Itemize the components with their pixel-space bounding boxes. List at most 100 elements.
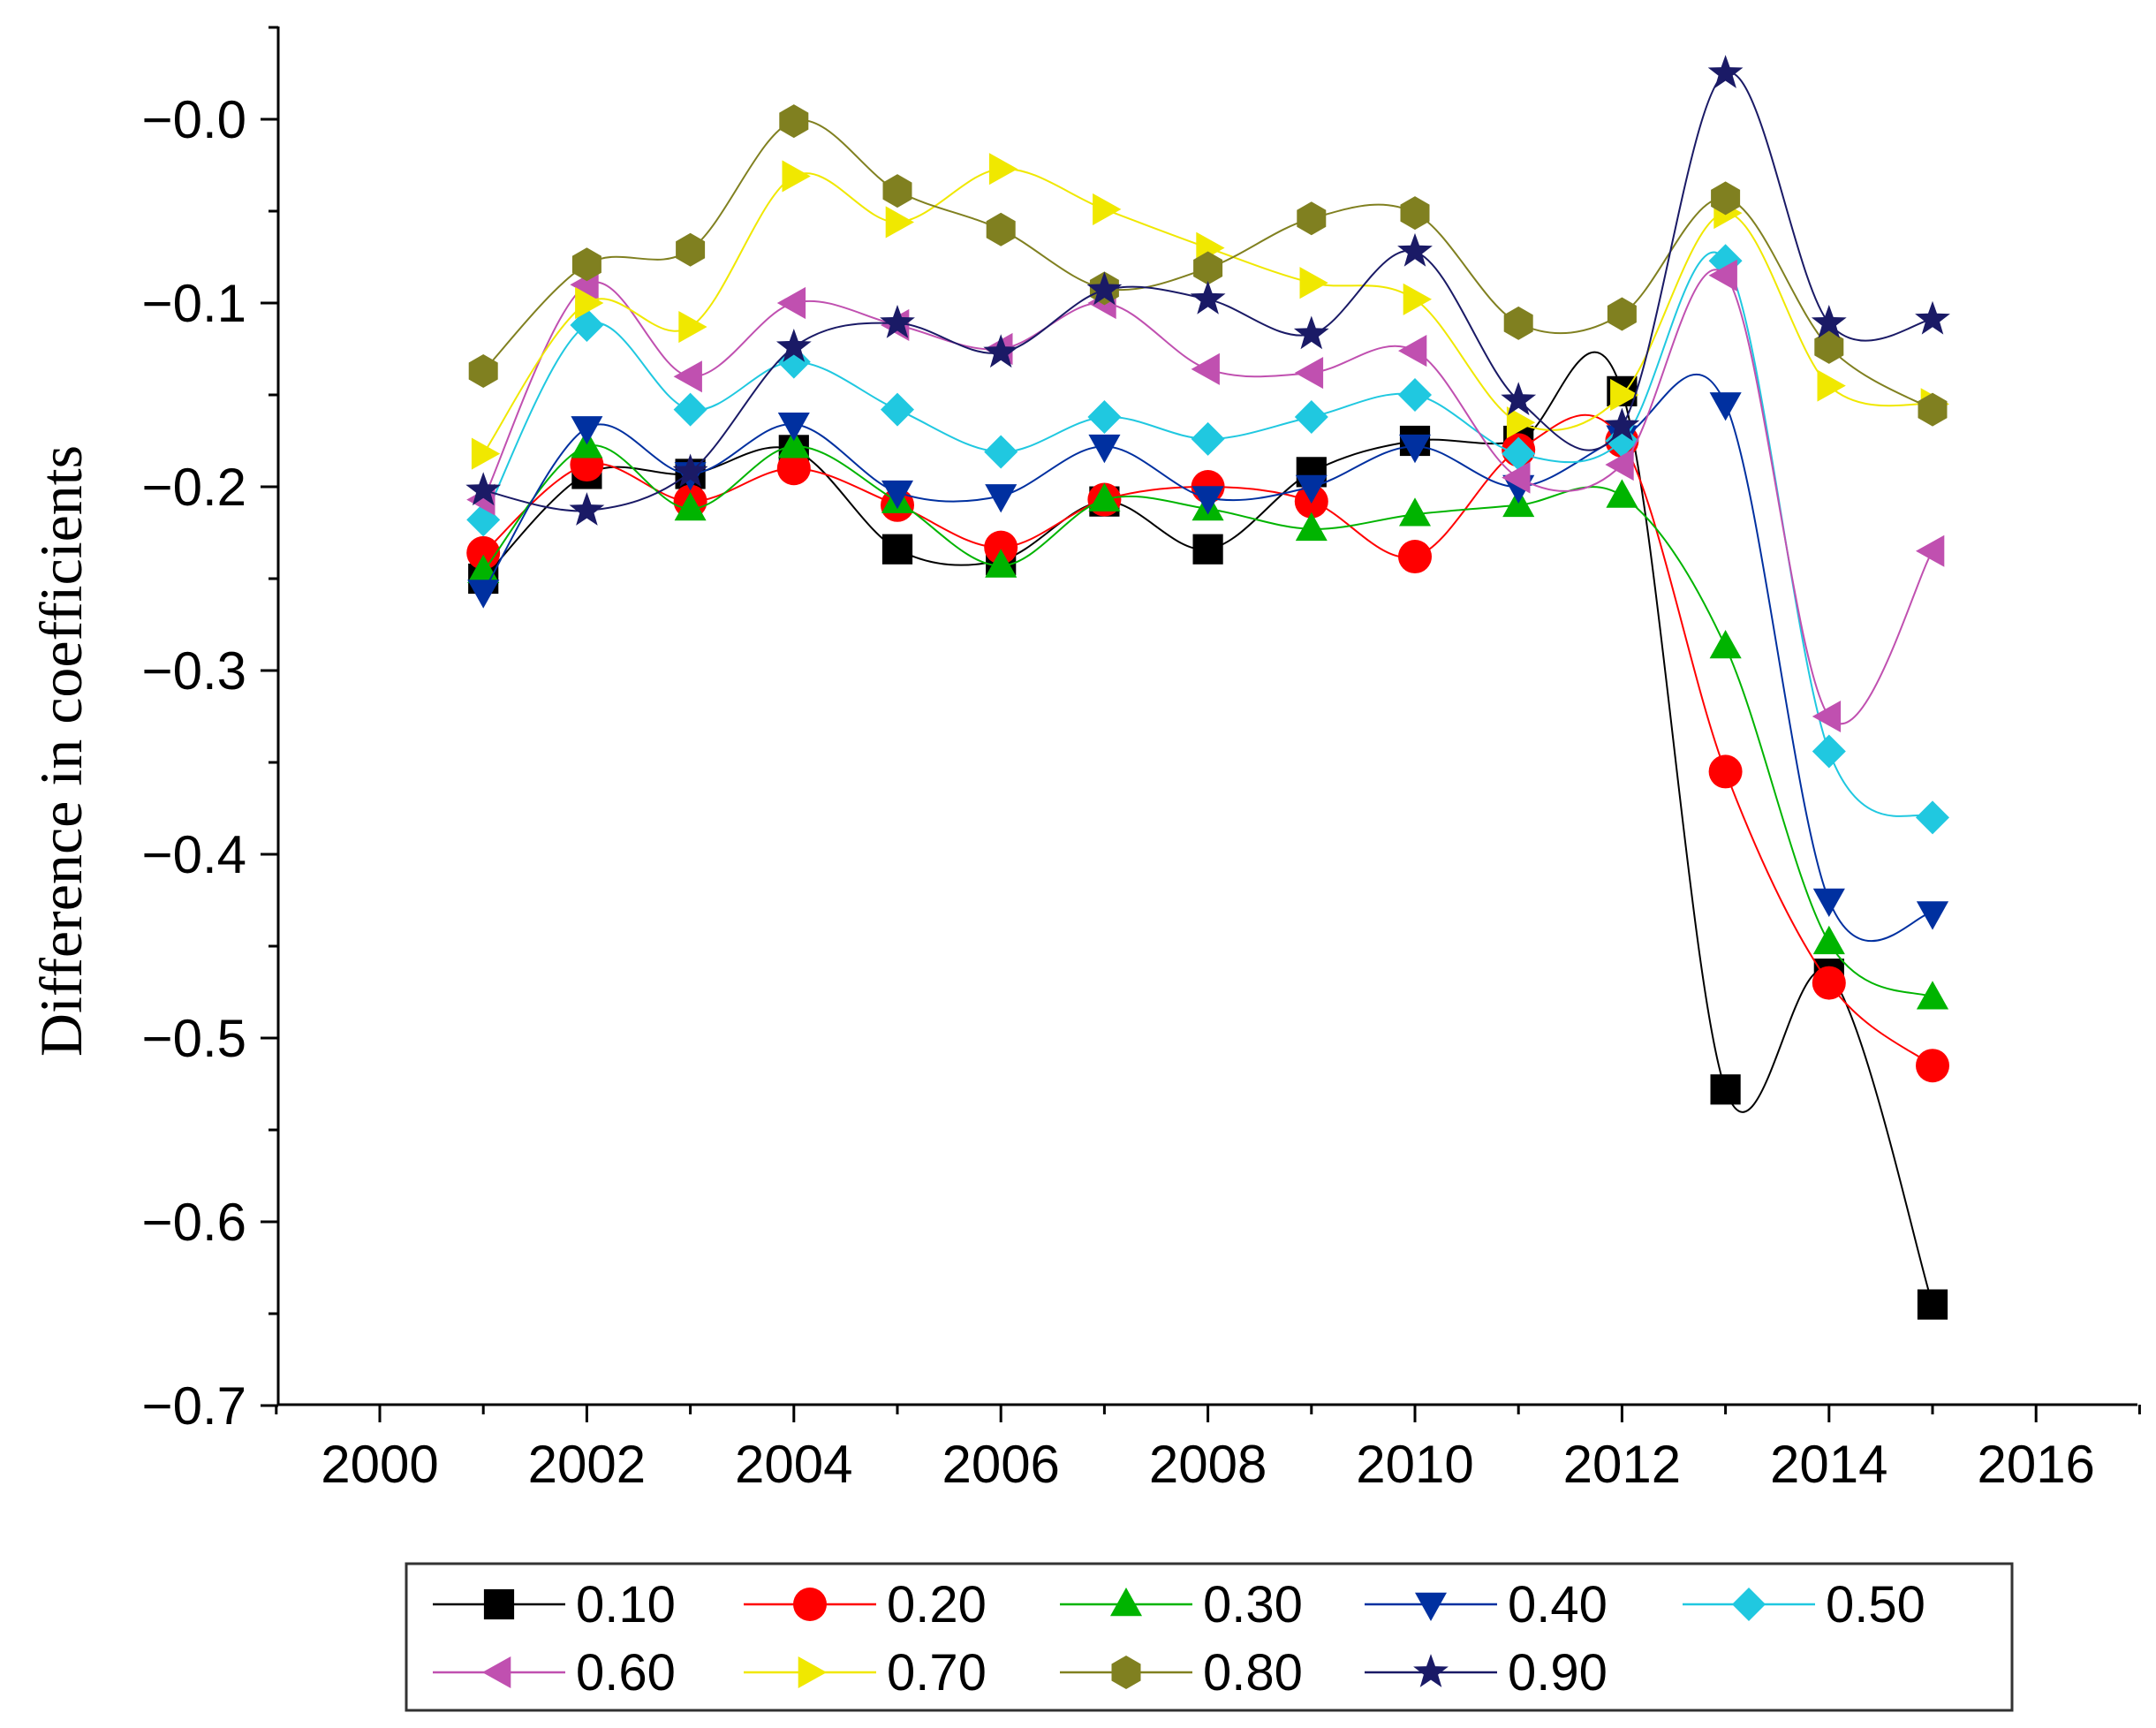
data-point-0.10-2015 (1917, 1289, 1948, 1320)
legend-label: 0.50 (1826, 1576, 1925, 1633)
data-point-0.90-2012 (1604, 407, 1640, 442)
data-point-0.40-2009 (1295, 474, 1328, 504)
data-point-0.20-2014 (1812, 966, 1846, 1000)
data-point-0.30-2004 (777, 429, 810, 459)
legend-item-0.70: 0.70 (744, 1644, 987, 1701)
legend-item-0.40: 0.40 (1365, 1576, 1608, 1633)
data-point-0.50-2006 (984, 435, 1018, 469)
data-point-0.60-2014 (1812, 701, 1842, 732)
data-point-0.90-2002 (569, 492, 605, 526)
legend-marker (798, 1656, 827, 1688)
x-tick-label: 2000 (321, 1435, 438, 1494)
data-point-0.90-2006 (983, 334, 1019, 368)
data-point-0.60-2003 (673, 360, 702, 393)
legend-item-0.80: 0.80 (1060, 1644, 1303, 1701)
legend-marker (1413, 1654, 1449, 1687)
data-point-0.40-2007 (1088, 434, 1121, 464)
data-point-0.90-2015 (1915, 300, 1950, 335)
legend-item-0.50: 0.50 (1683, 1576, 1925, 1633)
y-tick-label: −0.0 (142, 90, 246, 149)
legend-label: 0.70 (887, 1644, 987, 1701)
data-point-0.30-2015 (1916, 981, 1949, 1010)
legend-marker (1732, 1588, 1766, 1621)
legend-marker (482, 1656, 511, 1688)
data-point-0.40-2014 (1812, 888, 1845, 917)
x-tick-label: 2016 (1977, 1435, 2094, 1494)
data-point-0.70-2011 (1506, 406, 1536, 439)
data-point-0.70-2003 (678, 311, 707, 344)
legend-label: 0.60 (576, 1644, 676, 1701)
y-tick-label: −0.6 (142, 1193, 246, 1252)
data-point-0.50-2015 (1916, 800, 1949, 835)
data-point-0.40-2001 (467, 580, 500, 609)
legend-marker (483, 1588, 515, 1620)
legend-item-0.20: 0.20 (744, 1576, 987, 1633)
data-point-0.80-2004 (779, 104, 809, 139)
y-tick-label: −0.5 (142, 1009, 246, 1068)
data-point-0.80-2012 (1607, 297, 1637, 331)
data-point-0.80-2002 (571, 247, 601, 282)
legend-marker (1111, 1656, 1141, 1689)
data-point-0.80-2006 (986, 212, 1016, 246)
legend: 0.10 0.20 0.30 0.40 0.50 0.60 0.70 0.80 0.90 (405, 1562, 2014, 1712)
series-line-0.60 (482, 269, 1933, 725)
x-tick-label: 2012 (1563, 1435, 1681, 1494)
x-tick-label: 2014 (1770, 1435, 1887, 1494)
data-point-0.60-2010 (1398, 335, 1427, 368)
legend-item-0.30: 0.30 (1060, 1576, 1303, 1633)
series-layer (465, 55, 1950, 1320)
data-point-0.90-2011 (1501, 382, 1537, 416)
data-point-0.90-2013 (1707, 55, 1744, 88)
legend-label: 0.30 (1203, 1576, 1303, 1633)
data-point-0.10-2005 (881, 534, 913, 565)
data-point-0.60-2015 (1916, 534, 1945, 567)
legend-label: 0.10 (576, 1576, 676, 1633)
legend-marker (1415, 1592, 1447, 1621)
legend-label: 0.40 (1508, 1576, 1608, 1633)
legend-label: 0.90 (1508, 1644, 1608, 1701)
data-point-0.70-2009 (1299, 267, 1328, 299)
data-point-0.90-2001 (465, 472, 502, 506)
data-point-0.90-2009 (1293, 315, 1329, 350)
y-tick-label: −0.3 (142, 641, 246, 701)
series-0.90 (465, 55, 1950, 526)
data-point-0.70-2002 (575, 286, 604, 320)
data-point-0.70-2012 (1610, 378, 1639, 412)
x-tick-label: 2004 (735, 1435, 852, 1494)
series-0.50 (466, 244, 1949, 835)
data-point-0.30-2009 (1295, 512, 1328, 542)
data-point-0.50-2009 (1294, 400, 1328, 434)
data-point-0.40-2013 (1709, 392, 1742, 421)
data-point-0.50-2010 (1398, 378, 1432, 412)
data-point-0.30-2010 (1399, 497, 1431, 527)
data-point-0.90-2008 (1190, 280, 1226, 315)
data-point-0.40-2005 (881, 480, 913, 510)
data-point-0.50-2007 (1087, 400, 1122, 434)
data-point-0.70-2010 (1403, 283, 1432, 315)
data-point-0.30-2012 (1606, 479, 1638, 508)
data-point-0.50-2003 (673, 392, 707, 427)
data-point-0.90-2005 (880, 305, 915, 338)
x-tick-label: 2008 (1149, 1435, 1267, 1494)
x-tick-label: 2010 (1356, 1435, 1473, 1494)
data-point-0.20-2004 (776, 451, 811, 486)
legend-item-0.10: 0.10 (433, 1576, 676, 1633)
data-point-0.60-2012 (1605, 449, 1634, 481)
legend-label: 0.80 (1203, 1644, 1303, 1701)
data-point-0.40-2006 (985, 484, 1017, 513)
data-point-0.20-2015 (1916, 1049, 1949, 1083)
data-point-0.50-2011 (1502, 436, 1536, 471)
y-axis-label: Difference in coefficients (27, 445, 95, 1057)
data-point-0.90-2004 (775, 329, 812, 362)
data-point-0.20-2006 (984, 530, 1018, 565)
data-point-0.50-2012 (1605, 424, 1639, 458)
series-line-0.40 (482, 374, 1933, 943)
data-point-0.80-2009 (1297, 201, 1327, 236)
data-point-0.70-2004 (782, 160, 811, 193)
data-point-0.80-2011 (1503, 306, 1533, 340)
axes: −0.0 −0.1 −0.2 −0.3 −0.4 −0.5 −0.6 −0.7 2000 2002… (142, 26, 2141, 1494)
legend-marker (793, 1588, 827, 1621)
y-tick-label: −0.1 (142, 274, 246, 333)
data-point-0.90-2007 (1086, 271, 1123, 306)
